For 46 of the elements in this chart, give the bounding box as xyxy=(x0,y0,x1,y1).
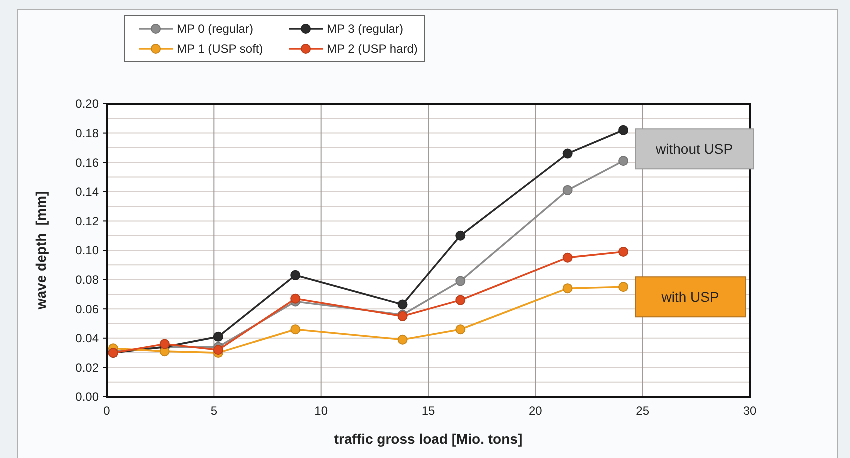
point xyxy=(290,270,301,280)
point xyxy=(290,324,301,335)
point xyxy=(398,300,408,310)
y-tick-label: 0.10 xyxy=(76,244,100,258)
point xyxy=(290,294,301,304)
x-tick-label: 10 xyxy=(314,404,328,418)
point xyxy=(618,246,629,257)
point xyxy=(456,276,466,286)
x-tick-label: 0 xyxy=(104,404,111,418)
x-axis-title: traffic gross load [Mio. tons] xyxy=(334,431,523,447)
y-tick-label: 0.06 xyxy=(76,302,100,316)
x-tick-label: 25 xyxy=(636,404,650,418)
point xyxy=(618,125,629,136)
point xyxy=(618,282,629,292)
annotation: without USP xyxy=(655,141,734,158)
y-tick-label: 0.16 xyxy=(76,156,100,170)
point xyxy=(456,295,466,306)
legend-label: MP 3 (regular) xyxy=(327,22,404,36)
y-tick-label: 0.08 xyxy=(76,273,100,287)
legend-label: MP 0 (regular) xyxy=(177,22,254,36)
point xyxy=(562,148,573,159)
y-tick-label: 0.14 xyxy=(76,185,100,200)
legend-label: MP 1 (USP soft) xyxy=(177,42,264,56)
y-tick-label: 0.00 xyxy=(76,390,100,404)
annotation: with USP xyxy=(660,289,720,306)
point xyxy=(562,252,573,263)
point xyxy=(456,324,466,335)
point xyxy=(213,332,224,342)
x-tick-label: 15 xyxy=(422,404,436,418)
y-tick-label: 0.18 xyxy=(76,126,100,140)
x-tick-label: 20 xyxy=(528,404,543,418)
y-axis-title: wave depth [mm] xyxy=(33,191,49,311)
legend-label: MP 2 (USP hard) xyxy=(327,42,418,56)
point xyxy=(456,230,466,241)
point xyxy=(213,345,224,356)
point xyxy=(618,156,629,166)
y-tick-label: 0.04 xyxy=(76,332,100,346)
point xyxy=(562,185,573,196)
y-tick-label: 0.20 xyxy=(76,97,100,112)
y-tick-label: 0.02 xyxy=(76,360,100,375)
x-tick-label: 30 xyxy=(743,404,757,418)
x-tick-label: 5 xyxy=(210,404,218,418)
y-tick-label: 0.12 xyxy=(76,214,100,228)
point xyxy=(398,334,408,345)
point xyxy=(160,339,170,350)
point xyxy=(562,284,573,294)
